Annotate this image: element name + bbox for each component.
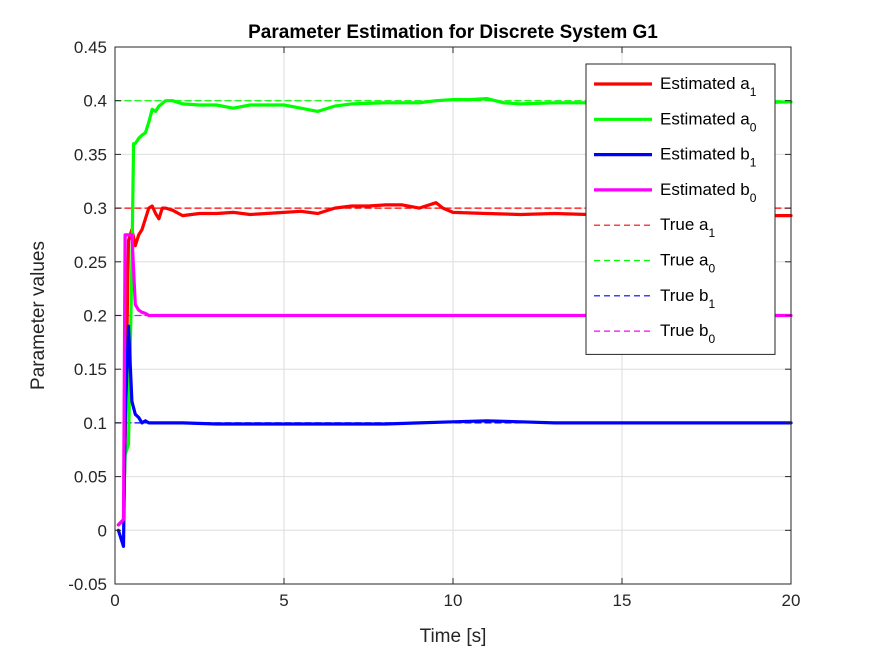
- estimated-a0-series-line: [116, 96, 793, 527]
- legend-entry: True a1: [660, 215, 716, 240]
- legend-entry-name: Estimated b: [660, 180, 750, 199]
- y-tick-label: -0.05: [68, 575, 107, 594]
- x-tick-label: 5: [279, 591, 288, 610]
- legend-entry: Estimated a1: [660, 74, 757, 99]
- y-tick-label: 0.35: [74, 145, 107, 164]
- legend-entry-subscript: 1: [750, 85, 757, 99]
- y-tick-label: 0.1: [83, 414, 107, 433]
- x-tick-label: 15: [613, 591, 632, 610]
- legend-entry: True b0: [660, 321, 716, 346]
- legend-entry-subscript: 0: [750, 120, 757, 134]
- legend-entry: Estimated b1: [660, 145, 757, 170]
- chart-title: Parameter Estimation for Discrete System…: [248, 22, 658, 43]
- estimated-b1-series-line: [116, 324, 793, 549]
- y-tick-label: 0.3: [83, 199, 107, 218]
- y-axis-label: Parameter values: [28, 241, 49, 390]
- legend-entry: True b1: [660, 286, 716, 311]
- legend-entry-name: True b: [660, 286, 709, 305]
- legend-entry-subscript: 0: [709, 332, 716, 346]
- y-tick-label: 0.4: [83, 92, 107, 111]
- legend-box: [585, 63, 776, 355]
- legend-entry-subscript: 0: [709, 262, 716, 276]
- x-tick-label: 0: [110, 591, 119, 610]
- legend-entry-name: Estimated a: [660, 109, 750, 128]
- legend-entry-subscript: 1: [750, 156, 757, 170]
- x-tick-label: 10: [444, 591, 463, 610]
- legend-entry-name: Estimated a: [660, 74, 750, 93]
- estimated-a1-series-line: [116, 201, 793, 527]
- y-tick-label: 0.45: [74, 38, 107, 57]
- y-tick-label: 0.05: [74, 468, 107, 487]
- legend-entry-name: True b: [660, 321, 709, 340]
- legend-entry: Estimated b0: [660, 180, 757, 205]
- y-tick-label: 0: [98, 521, 107, 540]
- legend-entry-subscript: 1: [709, 226, 716, 240]
- ticks: 0 5 10 15 20-0.0500.050.10.150.20.250.30.350…: [68, 38, 800, 610]
- y-tick-label: 0.25: [74, 253, 107, 272]
- y-tick-label: 0.2: [83, 307, 107, 326]
- legend-entry-subscript: 1: [709, 297, 716, 311]
- y-tick-label: 0.15: [74, 360, 107, 379]
- legend-entry-name: True a: [660, 251, 709, 270]
- legend-entry: True a0: [660, 251, 716, 276]
- legend-entry-subscript: 0: [750, 191, 757, 205]
- x-axis-label: Time [s]: [420, 626, 487, 647]
- legend-entry: Estimated a0: [660, 109, 757, 134]
- legend-entry-name: True a: [660, 215, 709, 234]
- x-tick-label: 20: [782, 591, 801, 610]
- legend-entry-name: Estimated b: [660, 145, 750, 164]
